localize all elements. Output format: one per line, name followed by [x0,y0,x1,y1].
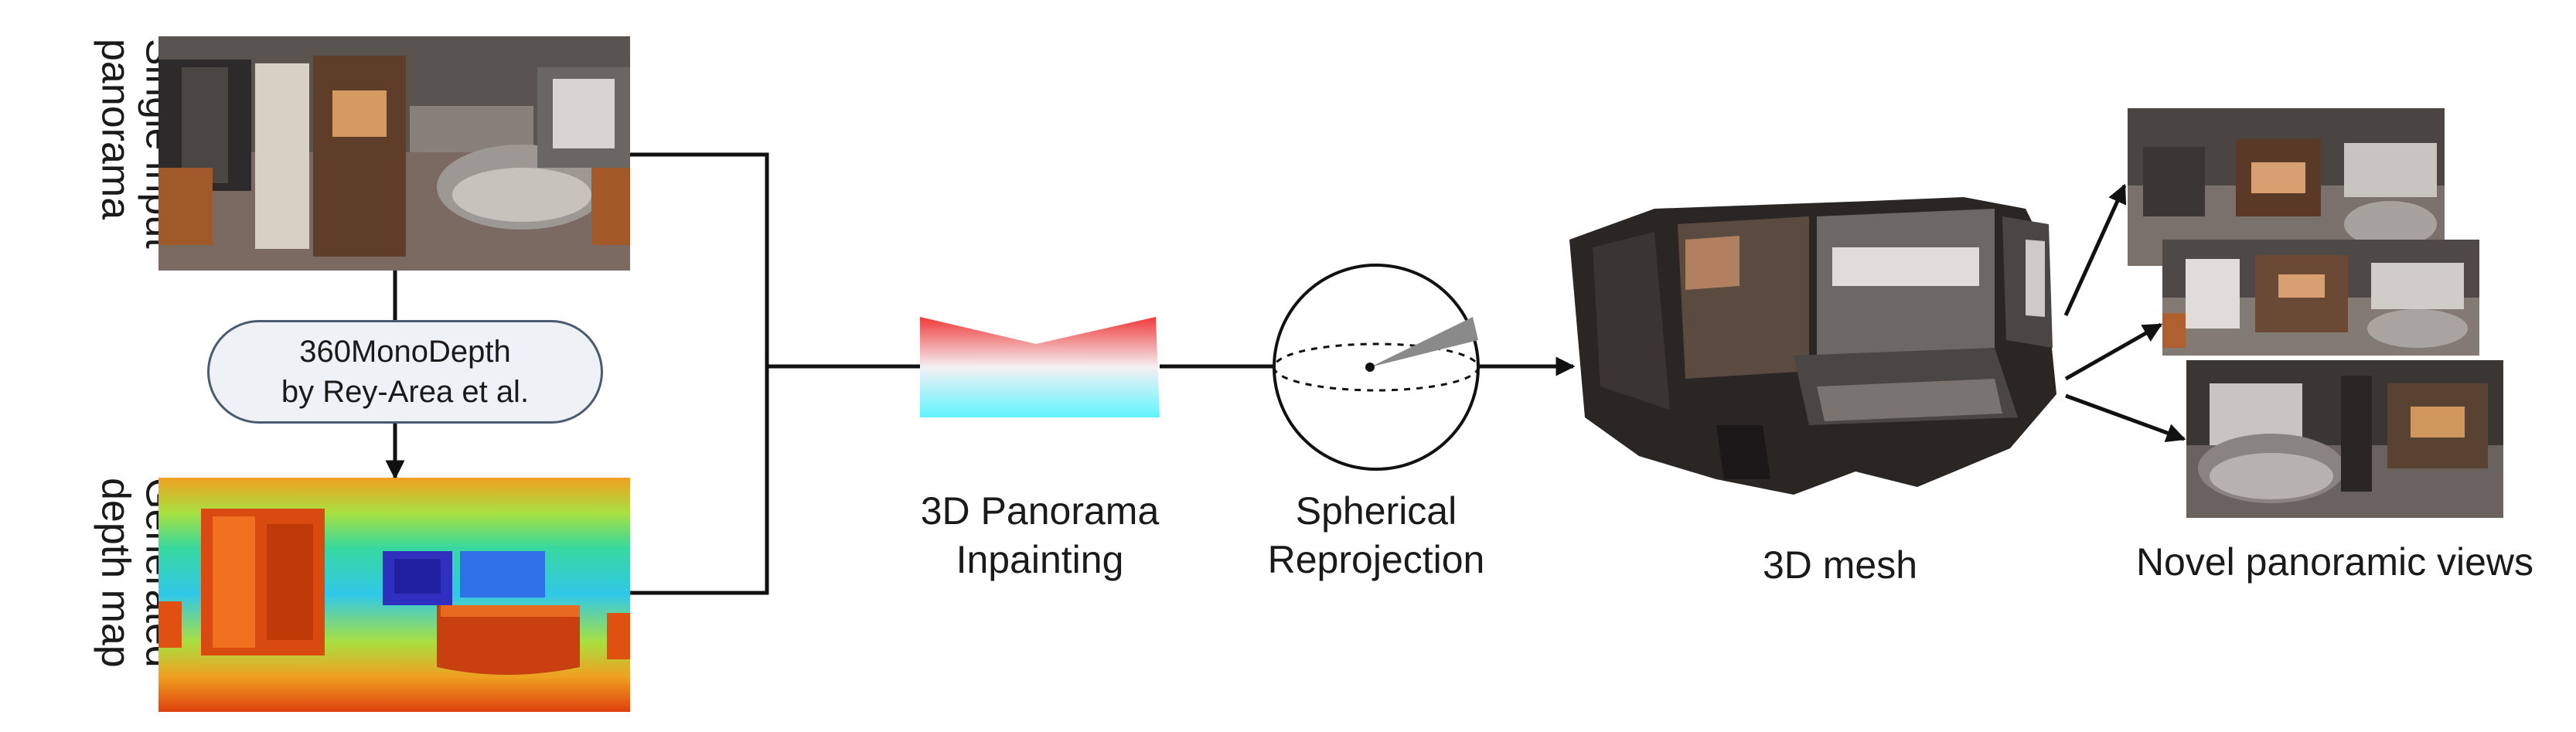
novel-view-3-image [2186,360,2503,518]
mesh-to-view3-arrow [2065,393,2186,443]
novel-views-label: Novel panoramic views [2135,540,2534,584]
input-to-merge-line [630,152,769,595]
novel-view-2-image [2162,240,2479,356]
reprojection-label-line1: Spherical [1295,489,1457,533]
reprojection-label: Spherical Reprojection [1229,487,1523,584]
sphere-icon [1273,264,1480,471]
3d-mesh-image [1569,197,2056,495]
depth-model-pill: 360MonoDepth by Rey-Area et al. [207,320,603,424]
inpainting-label-line1: 3D Panorama [920,489,1160,533]
depth-model-name: 360MonoDepth [299,335,511,369]
mesh-label: 3D mesh [1762,543,1918,587]
inpainting-label-line2: Inpainting [956,537,1124,581]
mesh-to-view1-arrow [2063,183,2127,317]
depth-map-image [158,478,630,712]
depth-label-line2: depth map [93,478,138,668]
input-panorama-image [158,36,630,271]
inpainting-icon [920,317,1160,417]
input-label-line2: panorama [93,39,138,220]
reprojection-label-line2: Reprojection [1267,537,1485,581]
depth-model-author: by Rey-Area et al. [281,375,530,409]
inpainting-label: 3D Panorama Inpainting [889,487,1191,584]
mesh-to-view2-arrow [2064,322,2163,381]
